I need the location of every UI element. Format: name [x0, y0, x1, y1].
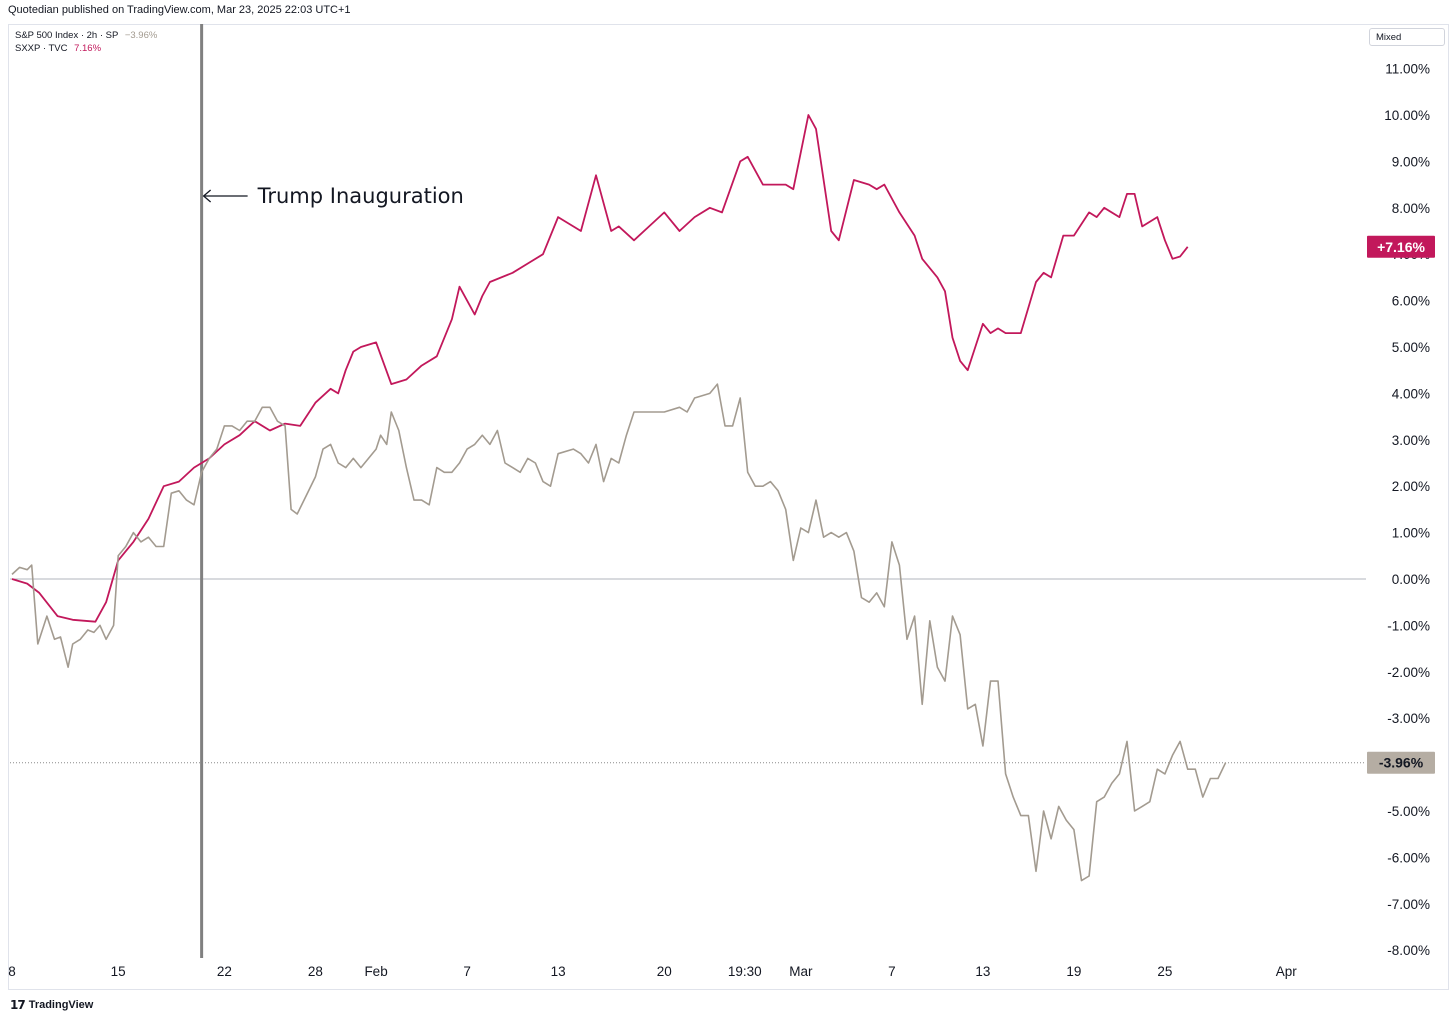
x-tick-label: 13 — [975, 964, 990, 979]
chart-frame — [8, 24, 1449, 990]
y-tick-label: -6.00% — [1387, 850, 1430, 865]
x-tick-label: 7 — [888, 964, 896, 979]
x-tick-label: Apr — [1276, 964, 1298, 979]
y-tick-label: -2.00% — [1387, 665, 1430, 680]
series-line-spx — [11, 383, 1227, 882]
y-tick-label: 9.00% — [1392, 154, 1430, 169]
legend-sxxp-label: SXXP · TVC — [15, 43, 68, 54]
x-tick-label: Feb — [364, 964, 387, 979]
last-value-label-spx: -3.96% — [1379, 755, 1424, 771]
x-tick-label: 15 — [111, 964, 126, 979]
annotation-arrowhead-icon — [202, 189, 212, 203]
y-tick-label: -3.00% — [1387, 711, 1430, 726]
y-tick-label: 8.00% — [1392, 201, 1430, 216]
y-tick-label: 5.00% — [1392, 340, 1430, 355]
legend-spx-value: −3.96% — [124, 30, 158, 41]
tradingview-logo-icon: 𝟭𝟳 — [10, 998, 26, 1012]
annotation-label: Trump Inauguration — [257, 184, 464, 208]
brand-name: TradingView — [28, 999, 94, 1011]
x-tick-label: Mar — [789, 964, 813, 979]
y-tick-label: 3.00% — [1392, 433, 1430, 448]
legend-row-spx[interactable]: S&P 500 Index · 2h · SP −3.96% — [15, 29, 157, 42]
series-line-sxxp — [11, 114, 1189, 623]
legend-spx-label: S&P 500 Index · 2h · SP — [15, 30, 119, 41]
y-tick-label: 2.00% — [1392, 479, 1430, 494]
last-value-label-sxxp: +7.16% — [1377, 239, 1425, 255]
x-tick-label: 19 — [1066, 964, 1081, 979]
last-value-badge-spx — [1367, 751, 1435, 774]
legend-sxxp-value: 7.16% — [74, 43, 102, 54]
x-tick-label: 13 — [551, 964, 566, 979]
legend-row-sxxp[interactable]: SXXP · TVC 7.16% — [15, 42, 157, 55]
series-legend: S&P 500 Index · 2h · SP −3.96% SXXP · TV… — [15, 29, 157, 55]
y-tick-label: -1.00% — [1387, 618, 1430, 633]
y-tick-label: 10.00% — [1384, 108, 1430, 123]
y-tick-label: -8.00% — [1387, 943, 1430, 958]
tradingview-brand[interactable]: 𝟭𝟳 TradingView — [10, 998, 93, 1012]
x-tick-label: 28 — [308, 964, 323, 979]
y-tick-label: 0.00% — [1392, 572, 1430, 587]
publish-attribution: Quotedian published on TradingView.com, … — [8, 4, 351, 16]
scale-mode-button[interactable]: Mixed — [1369, 28, 1445, 46]
y-tick-label: 1.00% — [1392, 526, 1430, 541]
y-tick-label: 11.00% — [1385, 62, 1430, 77]
y-tick-label: 4.00% — [1392, 386, 1430, 401]
y-tick-label: -5.00% — [1387, 804, 1430, 819]
x-tick-label: 19:30 — [728, 964, 762, 979]
x-tick-label: 20 — [657, 964, 672, 979]
y-tick-label: 6.00% — [1392, 294, 1430, 309]
x-tick-label: 8 — [8, 964, 16, 979]
last-value-badge-sxxp — [1367, 235, 1435, 258]
x-tick-label: 7 — [463, 964, 471, 979]
x-tick-label: 22 — [217, 964, 232, 979]
x-tick-label: 25 — [1157, 964, 1172, 979]
y-tick-label: -7.00% — [1387, 897, 1430, 912]
